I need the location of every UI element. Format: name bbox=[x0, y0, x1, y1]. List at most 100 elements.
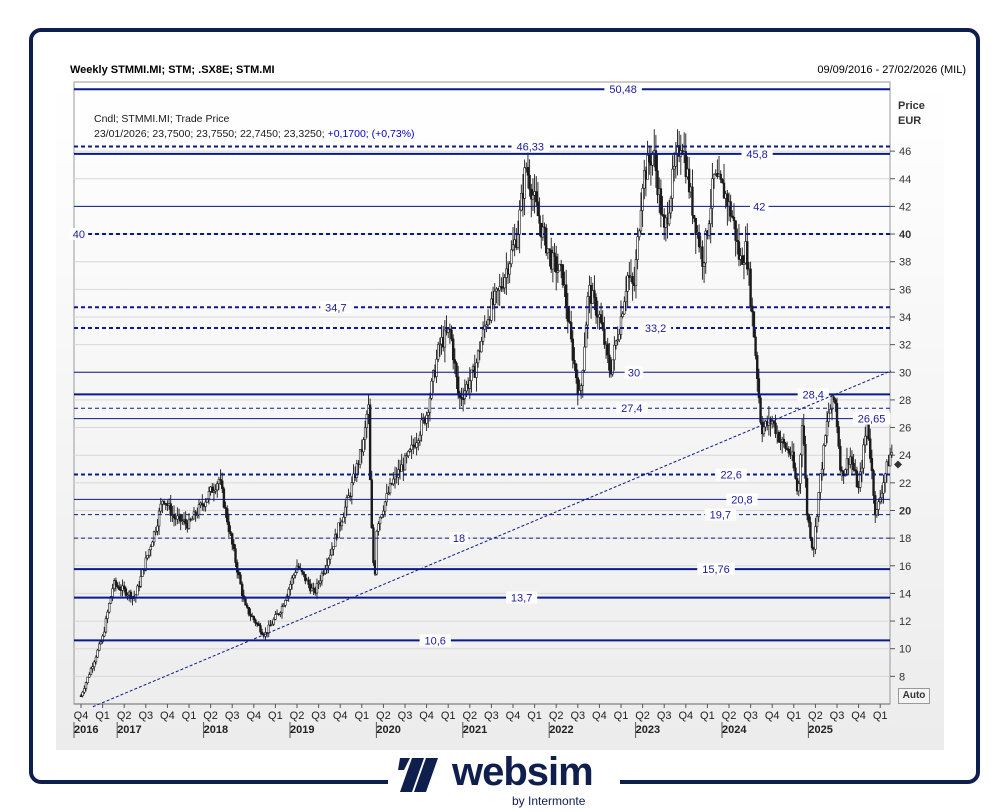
candle-body bbox=[437, 344, 440, 360]
candle-body bbox=[231, 533, 234, 545]
candle-body bbox=[269, 624, 272, 627]
candle-body bbox=[114, 580, 118, 586]
x-quarter-label: Q1 bbox=[873, 710, 888, 722]
candle-body bbox=[327, 558, 330, 566]
y-tick-label: 24 bbox=[899, 450, 911, 462]
candle-body bbox=[875, 509, 879, 516]
y-tick-label: 36 bbox=[899, 284, 911, 296]
candle-body bbox=[616, 339, 619, 342]
level-label: 33,2 bbox=[645, 323, 666, 335]
candle-body bbox=[290, 577, 294, 585]
candle-body bbox=[224, 506, 227, 509]
candle-body bbox=[553, 252, 556, 257]
candle-body bbox=[470, 369, 473, 381]
candle-body bbox=[191, 518, 194, 521]
candle-body bbox=[279, 612, 282, 615]
candle-body bbox=[368, 404, 372, 481]
candle-body bbox=[216, 483, 219, 491]
candle-body bbox=[535, 191, 538, 203]
x-quarter-label: Q2 bbox=[722, 710, 737, 722]
y-tick-label: 18 bbox=[899, 533, 911, 545]
candle-body bbox=[237, 571, 241, 576]
candle-body bbox=[136, 585, 139, 596]
candle-body bbox=[810, 537, 814, 549]
candle-body bbox=[593, 290, 596, 298]
candle-body bbox=[292, 574, 295, 579]
candle-body bbox=[239, 574, 242, 585]
level-label-bg bbox=[511, 140, 550, 153]
level-label-bg bbox=[797, 388, 829, 401]
candle-body bbox=[546, 248, 550, 254]
candle-body bbox=[387, 492, 390, 495]
level-label: 34,7 bbox=[325, 302, 346, 314]
x-quarter-label: Q1 bbox=[182, 710, 197, 722]
candle-body bbox=[511, 244, 515, 251]
candle-body bbox=[759, 397, 762, 423]
candle-body bbox=[667, 212, 671, 225]
candle-body bbox=[322, 572, 325, 575]
candle-body bbox=[819, 473, 822, 493]
candle-body bbox=[187, 518, 191, 529]
level-label: 18 bbox=[453, 533, 465, 545]
candle-body bbox=[684, 151, 688, 178]
x-quarter-label: Q3 bbox=[311, 710, 326, 722]
candle-body bbox=[531, 194, 535, 200]
candle-body bbox=[455, 362, 458, 378]
candle-body bbox=[839, 445, 842, 471]
auto-scale-button[interactable]: Auto bbox=[898, 688, 930, 704]
legend-values: 23/01/2026; 23,7500; 23,7550; 22,7450; 2… bbox=[94, 127, 415, 142]
candle-body bbox=[403, 455, 407, 471]
candle-body bbox=[815, 516, 819, 528]
candle-body bbox=[274, 614, 277, 620]
candle-body bbox=[827, 412, 830, 422]
candle-body bbox=[380, 514, 383, 518]
candle-body bbox=[116, 585, 119, 588]
candle-body bbox=[443, 329, 447, 348]
x-year-label: 2017 bbox=[117, 724, 141, 736]
candle-body bbox=[516, 233, 520, 248]
x-quarter-label: Q4 bbox=[160, 710, 175, 722]
candle-body bbox=[420, 419, 423, 436]
candle-body bbox=[456, 376, 460, 394]
candle-body bbox=[181, 520, 184, 522]
candle-body bbox=[197, 504, 201, 516]
candle-body bbox=[634, 259, 638, 287]
candle-body bbox=[890, 452, 894, 456]
x-year-label: 2021 bbox=[463, 724, 487, 736]
candle-body bbox=[844, 469, 847, 477]
candle-body bbox=[822, 444, 825, 470]
candle-body bbox=[719, 173, 722, 180]
level-label: 26,65 bbox=[858, 414, 886, 426]
candle-body bbox=[96, 649, 99, 658]
candle-body bbox=[252, 616, 255, 621]
candle-body bbox=[345, 497, 349, 508]
level-label-bg bbox=[604, 83, 642, 96]
candle-body bbox=[503, 277, 506, 289]
level-label: 22,6 bbox=[720, 470, 741, 482]
x-quarter-label: Q1 bbox=[441, 710, 456, 722]
candle-body bbox=[219, 478, 222, 482]
candle-body bbox=[453, 359, 457, 364]
candle-body bbox=[741, 255, 744, 265]
x-quarter-label: Q1 bbox=[527, 710, 542, 722]
candle-body bbox=[772, 420, 776, 424]
candle-body bbox=[603, 328, 606, 345]
candle-body bbox=[257, 623, 260, 626]
x-quarter-label: Q2 bbox=[635, 710, 650, 722]
candle-body bbox=[93, 661, 96, 667]
candle-body bbox=[601, 322, 604, 330]
candle-body bbox=[88, 674, 91, 678]
candle-body bbox=[284, 600, 287, 606]
candle-body bbox=[330, 548, 334, 556]
candle-body bbox=[460, 397, 463, 399]
candle-body bbox=[837, 426, 840, 447]
candle-body bbox=[287, 588, 290, 597]
candle-body bbox=[468, 380, 471, 389]
candle-body bbox=[599, 314, 603, 323]
candle-body bbox=[235, 562, 239, 573]
x-quarter-label: Q2 bbox=[808, 710, 823, 722]
level-label: 13,7 bbox=[511, 593, 532, 605]
candle-body bbox=[206, 498, 209, 503]
candle-body bbox=[702, 262, 706, 267]
